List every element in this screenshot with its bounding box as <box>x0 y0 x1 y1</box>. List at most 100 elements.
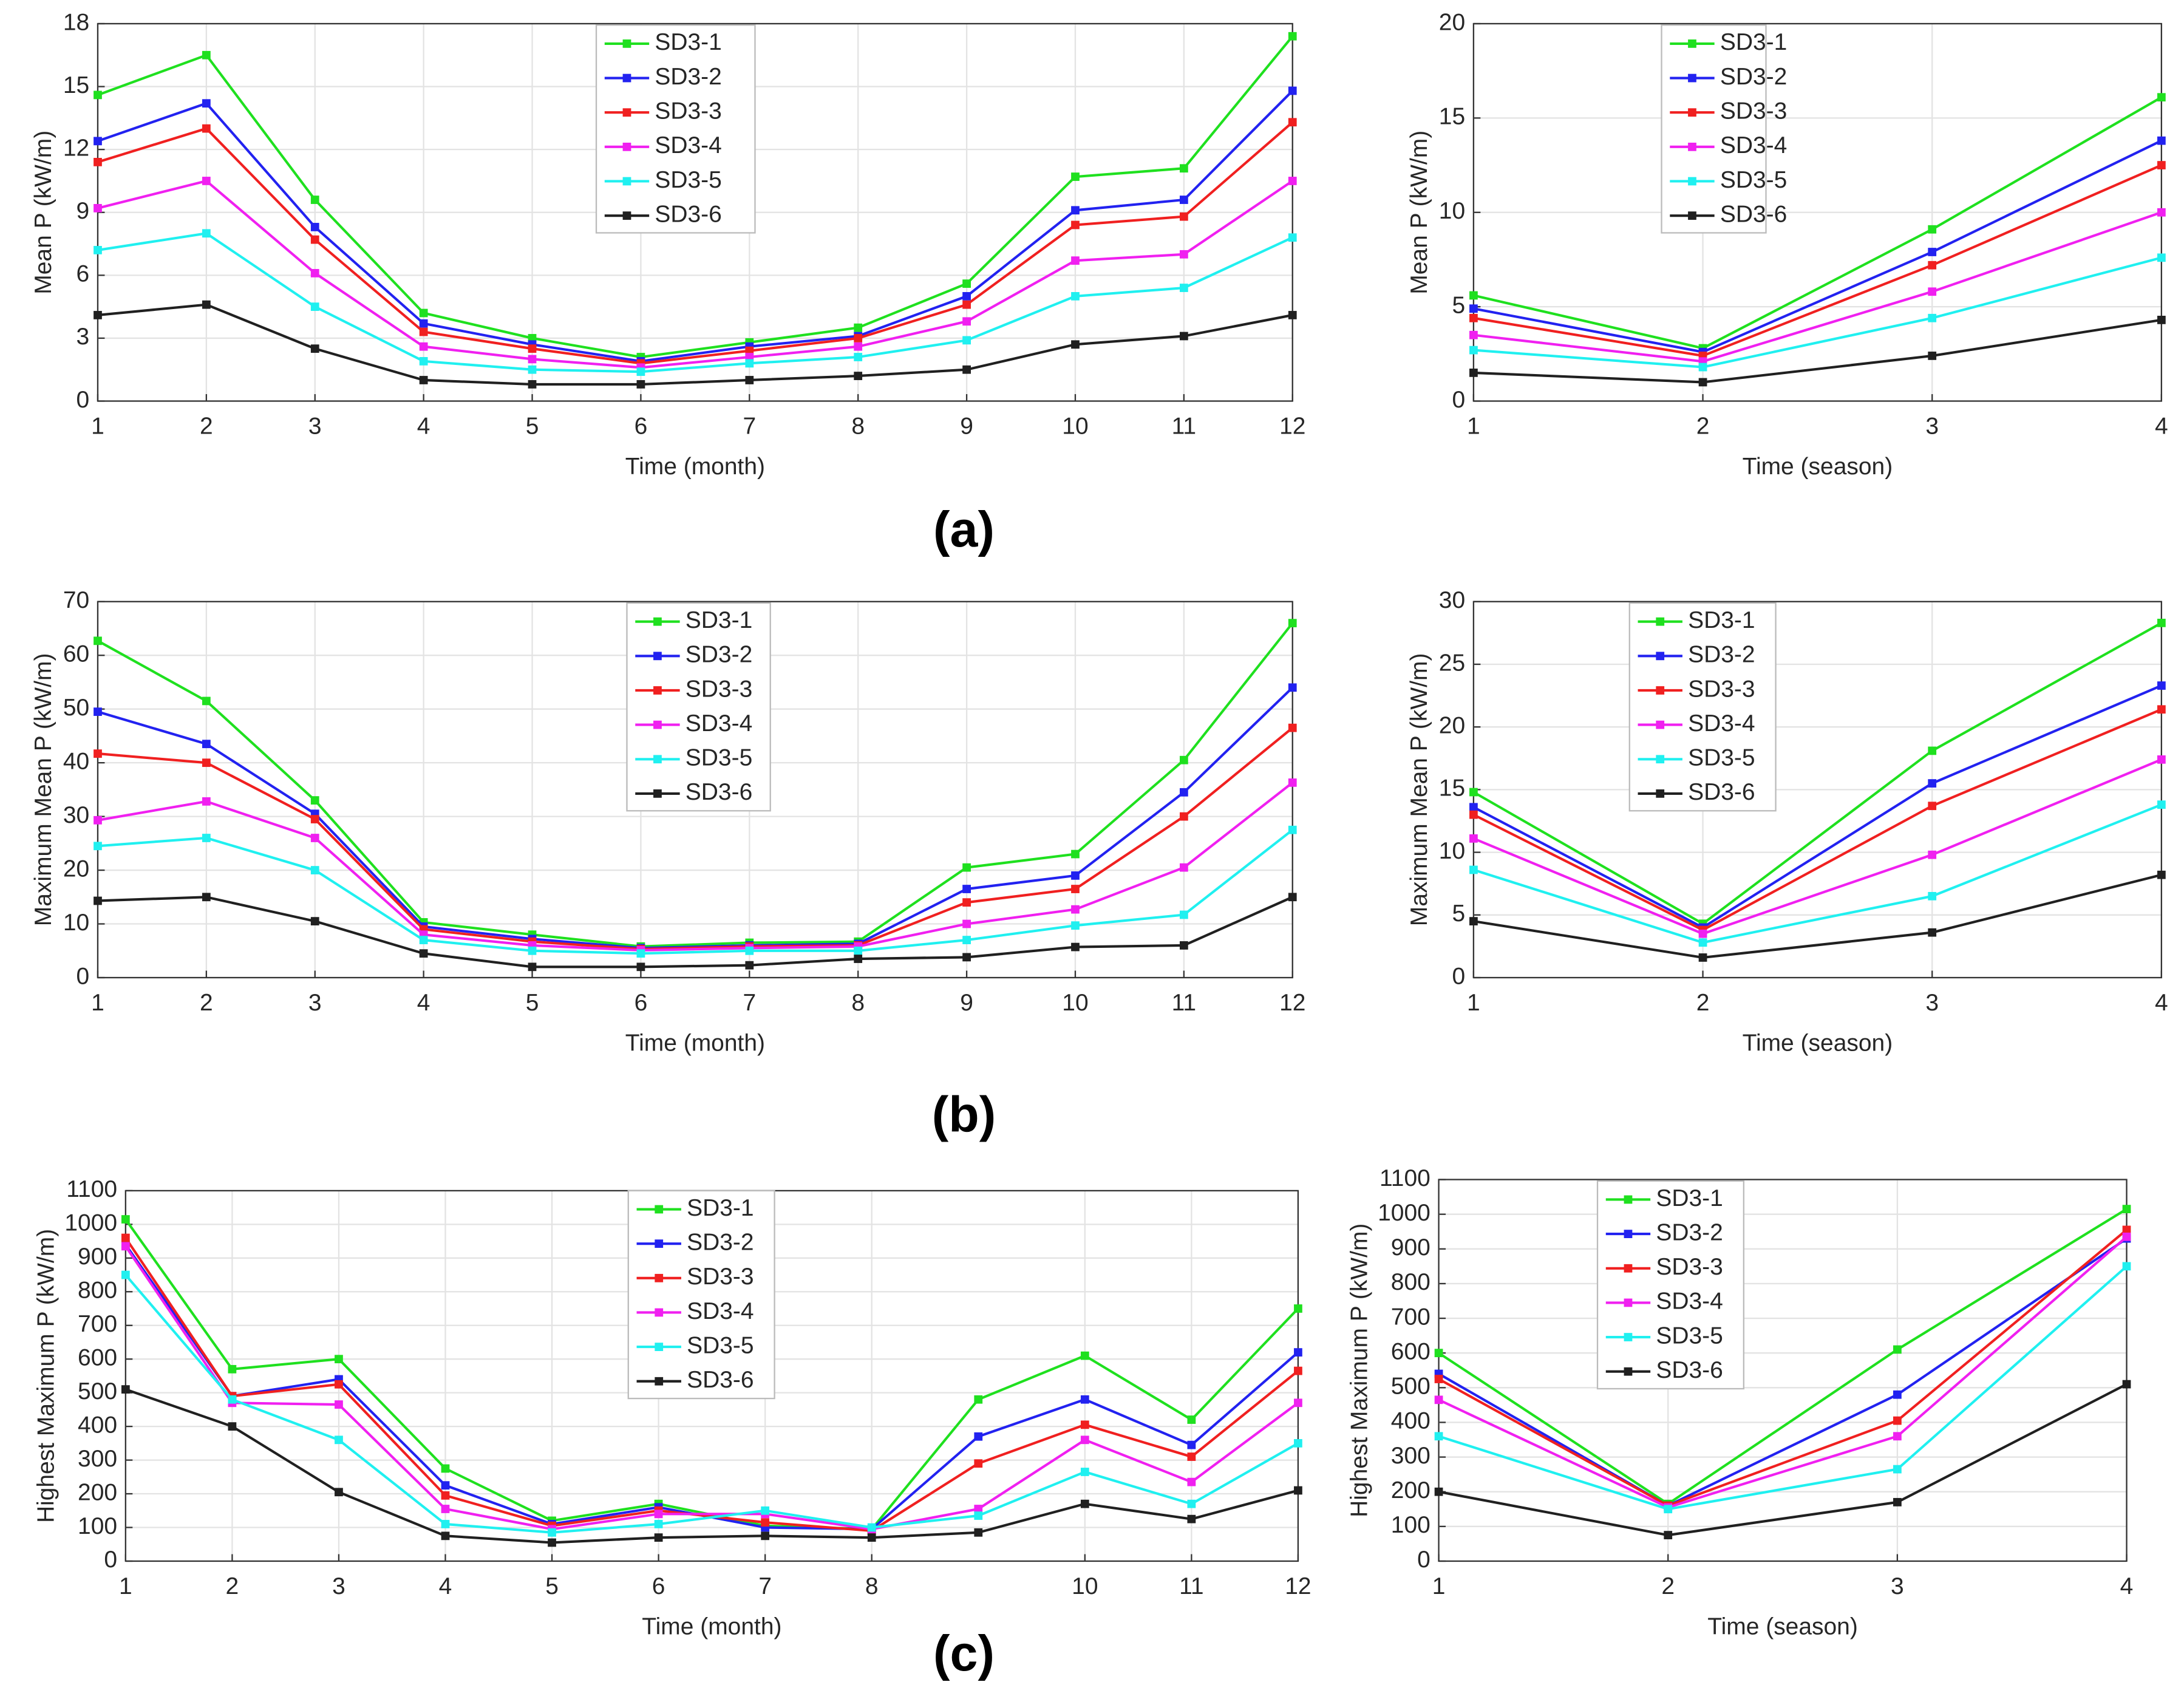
point <box>854 334 863 342</box>
legend-marker <box>653 617 662 626</box>
x-axis-label: Time (month) <box>625 454 765 480</box>
legend-label: SD3-1 <box>685 607 752 633</box>
y-tick-label: 20 <box>1439 9 1465 35</box>
y-tick-label: 15 <box>1439 104 1465 130</box>
point <box>2157 870 2166 879</box>
point <box>1664 1505 1673 1514</box>
point <box>1071 172 1080 181</box>
point <box>419 342 428 351</box>
legend-marker <box>653 686 662 695</box>
point <box>94 749 102 758</box>
point <box>419 936 428 944</box>
point <box>1071 905 1080 914</box>
point <box>202 50 211 60</box>
point <box>1469 330 1478 339</box>
legend-marker <box>1624 1264 1633 1273</box>
x-axis-label: Time (season) <box>1707 1613 1858 1639</box>
legend-label: SD3-1 <box>1688 607 1755 633</box>
point <box>745 359 754 368</box>
point <box>1434 1349 1443 1358</box>
legend-label: SD3-5 <box>687 1332 754 1358</box>
point <box>1071 871 1080 880</box>
y-tick-label: 600 <box>1391 1338 1430 1364</box>
legend-label: SD3-4 <box>687 1298 754 1324</box>
series-line <box>1473 139 2162 353</box>
point <box>1928 248 1937 256</box>
legend-marker <box>622 142 631 151</box>
point <box>1080 1420 1089 1429</box>
point <box>1288 86 1297 95</box>
point <box>1179 863 1188 872</box>
legend-marker <box>655 1273 664 1282</box>
point <box>202 229 211 238</box>
y-tick-label: 15 <box>63 72 89 98</box>
series-line <box>97 121 1294 365</box>
point <box>1288 311 1297 319</box>
x-tick-label: 2 <box>1696 413 1710 439</box>
point <box>636 949 645 958</box>
point <box>1928 779 1937 788</box>
legend-label: SD3-2 <box>1656 1219 1723 1245</box>
point <box>94 842 102 851</box>
legend-marker <box>655 1205 664 1214</box>
point <box>1179 250 1188 259</box>
point <box>1288 825 1297 834</box>
x-tick-label: 11 <box>1172 990 1196 1016</box>
point <box>310 269 319 277</box>
point <box>441 1491 450 1500</box>
legend-marker <box>1656 617 1665 626</box>
point <box>441 1481 450 1490</box>
point <box>1698 378 1707 387</box>
point <box>2157 618 2166 627</box>
point <box>962 936 971 944</box>
point <box>1080 1435 1089 1445</box>
legend-label: SD3-5 <box>685 745 752 771</box>
series-line <box>97 90 1294 363</box>
point <box>1080 1468 1089 1476</box>
x-tick-label: 12 <box>1279 990 1305 1016</box>
y-tick-label: 5 <box>1452 292 1465 318</box>
point <box>419 327 428 336</box>
point <box>745 346 754 355</box>
point <box>1288 778 1297 787</box>
point <box>1294 1348 1302 1357</box>
point <box>94 246 102 254</box>
point <box>854 946 863 955</box>
point <box>2157 93 2166 102</box>
legend-label: SD3-5 <box>1720 167 1787 193</box>
series-line <box>1472 622 2162 925</box>
point <box>121 1215 130 1224</box>
point <box>441 1531 450 1541</box>
legend-box <box>1596 1180 1744 1390</box>
point <box>761 1531 770 1541</box>
y-tick-label: 300 <box>78 1446 117 1472</box>
series-line <box>1473 256 2162 369</box>
point <box>636 367 645 376</box>
point <box>2157 136 2166 145</box>
series-line <box>1473 211 2162 363</box>
point <box>1071 256 1080 265</box>
point <box>94 815 102 825</box>
point <box>335 1400 343 1409</box>
y-tick-label: 30 <box>1439 587 1465 613</box>
point <box>441 1464 450 1473</box>
point <box>202 893 211 902</box>
legend-marker <box>1688 39 1696 48</box>
point <box>1434 1487 1443 1496</box>
legend-marker <box>655 1308 664 1317</box>
point <box>1288 683 1297 692</box>
y-tick-label: 60 <box>63 641 89 667</box>
y-tick-label: 0 <box>104 1547 117 1573</box>
point <box>654 1533 663 1542</box>
x-axis-label: Time (month) <box>625 1030 765 1056</box>
legend-marker <box>1656 652 1665 661</box>
point <box>94 203 102 213</box>
series-line <box>1473 318 2162 384</box>
legend-box <box>595 24 756 234</box>
x-tick-label: 5 <box>526 413 539 439</box>
point <box>962 863 971 872</box>
x-tick-label: 2 <box>226 1573 239 1599</box>
point <box>1469 834 1478 843</box>
x-tick-label: 1 <box>1467 990 1480 1016</box>
y-tick-label: 20 <box>63 856 89 882</box>
